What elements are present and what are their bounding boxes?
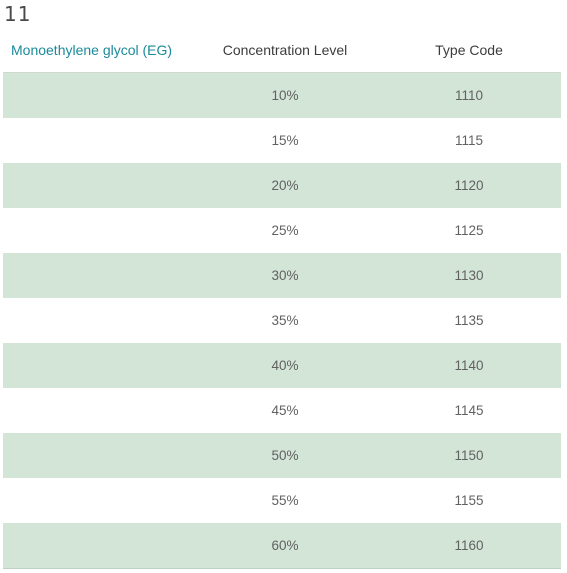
cell-concentration: 60%: [193, 523, 377, 569]
cell-type-code: 1135: [454, 313, 484, 328]
header-concentration: Concentration Level: [193, 28, 377, 73]
cell-material: [3, 163, 193, 208]
cell-material: [3, 523, 193, 569]
cell-type-code: 1115: [454, 133, 484, 148]
cell-material: [3, 478, 193, 523]
cell-concentration: 10%: [193, 72, 377, 118]
cell-material: [3, 433, 193, 478]
table-body: 10% 1110 15% 1115 20% 1120 25% 1125 30% 1130 35% 11…: [3, 72, 561, 569]
cell-type-code: 1125: [454, 223, 484, 238]
header-material: Monoethylene glycol (EG): [3, 28, 193, 73]
cell-material: [3, 343, 193, 388]
table-row: 30% 1130: [3, 253, 561, 298]
cell-material: [3, 72, 193, 118]
cell-type-code: 1160: [377, 523, 561, 569]
cell-concentration: 45%: [271, 403, 299, 418]
cell-material: [3, 208, 193, 253]
cell-concentration: 20%: [193, 163, 377, 208]
header-type-code: Type Code: [377, 28, 561, 73]
cell-type-code: 1155: [454, 493, 484, 508]
cell-concentration: 50%: [193, 433, 377, 478]
cell-material: [3, 298, 193, 343]
table-row: 55% 1155: [3, 478, 561, 523]
table-row: 60% 1160: [3, 523, 561, 569]
cell-concentration: 55%: [271, 493, 299, 508]
cell-concentration: 40%: [193, 343, 377, 388]
table-row: 35% 1135: [3, 298, 561, 343]
cell-concentration: 25%: [271, 223, 299, 238]
table-row: 25% 1125: [3, 208, 561, 253]
cell-type-code: 1120: [377, 163, 561, 208]
cell-type-code: 1130: [377, 253, 561, 298]
cell-type-code: 1140: [377, 343, 561, 388]
cell-type-code: 1145: [454, 403, 484, 418]
table-row: 20% 1120: [3, 163, 561, 208]
cell-material: [3, 253, 193, 298]
cell-concentration: 15%: [271, 133, 299, 148]
cell-type-code: 1110: [377, 72, 561, 118]
page-number: 11: [4, 2, 32, 26]
table-row: 50% 1150: [3, 433, 561, 478]
cell-concentration: 35%: [271, 313, 299, 328]
table-row: 40% 1140: [3, 343, 561, 388]
table-row: 45% 1145: [3, 388, 561, 433]
table-header-row: Monoethylene glycol (EG) Concentration L…: [3, 28, 561, 73]
cell-material: [3, 388, 193, 433]
table-row: 10% 1110: [3, 72, 561, 118]
table-header: Monoethylene glycol (EG) Concentration L…: [3, 28, 561, 73]
glycol-type-table: Monoethylene glycol (EG) Concentration L…: [3, 28, 561, 569]
cell-type-code: 1150: [377, 433, 561, 478]
table-row: 15% 1115: [3, 118, 561, 163]
glycol-table-container: Monoethylene glycol (EG) Concentration L…: [3, 28, 561, 569]
cell-concentration: 30%: [193, 253, 377, 298]
cell-material: [3, 118, 193, 163]
